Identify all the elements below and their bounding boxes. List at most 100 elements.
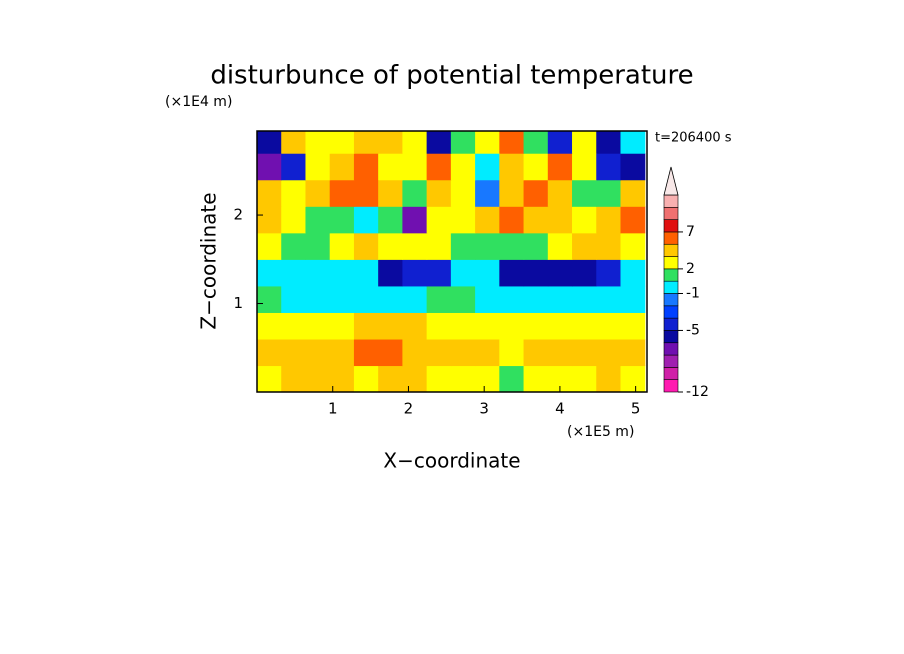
field-cell: [596, 259, 622, 287]
colorbar-band: [663, 219, 679, 233]
field-cell: [378, 338, 403, 367]
chart-title: disturbunce of potential temperature: [210, 61, 693, 91]
field-cell: [305, 259, 331, 287]
field-cell: [305, 365, 331, 392]
field-cell: [378, 312, 403, 340]
field-cell: [572, 259, 597, 287]
field-cell: [450, 153, 476, 181]
field-cell: [402, 259, 428, 287]
colorbar-label: -5: [686, 322, 700, 338]
x-tick-label: 1: [328, 400, 338, 418]
field-cell: [620, 232, 646, 260]
colorbar-band: [663, 280, 679, 294]
x-tick-label: 2: [404, 400, 414, 418]
colorbar-band: [663, 330, 679, 344]
field-cell: [378, 131, 403, 154]
field-cell: [426, 232, 452, 260]
field-cell: [620, 285, 646, 313]
field-cell: [547, 259, 573, 287]
field-cell: [523, 153, 549, 181]
field-cell: [620, 312, 646, 340]
colorbar-band: [663, 305, 679, 319]
field-cell: [257, 232, 282, 260]
colorbar-label: 2: [686, 261, 695, 277]
colorbar-band: [663, 367, 679, 380]
field-cell: [305, 206, 331, 234]
field-cell: [450, 179, 476, 207]
field-cell: [329, 259, 355, 287]
field-cell: [426, 131, 452, 154]
field-cell: [547, 338, 573, 367]
field-cell: [305, 131, 331, 154]
field-cell: [281, 259, 307, 287]
field-cell: [596, 365, 622, 392]
field-cell: [329, 285, 355, 313]
colorbar-band: [663, 268, 679, 282]
field-cell: [523, 232, 549, 260]
field-cell: [596, 153, 622, 181]
field-cell: [378, 259, 403, 287]
field-cell: [547, 232, 573, 260]
field-cell: [596, 179, 622, 207]
field-cell: [257, 131, 282, 154]
field-cell: [475, 153, 500, 181]
colorbar-band: [663, 379, 679, 393]
field-cell: [596, 232, 622, 260]
field-cell: [353, 179, 379, 207]
field-cell: [620, 365, 646, 392]
field-cell: [426, 338, 452, 367]
colorbar-band: [663, 342, 679, 356]
field-cell: [450, 206, 476, 234]
field-cell: [353, 365, 379, 392]
field-cell: [281, 206, 307, 234]
field-cell: [475, 206, 500, 234]
field-cell: [426, 259, 452, 287]
field-cell: [450, 131, 476, 154]
field-cell: [450, 338, 476, 367]
field-cell: [281, 153, 307, 181]
field-cell: [353, 338, 379, 367]
field-cell: [257, 312, 282, 340]
field-cell: [329, 153, 355, 181]
field-cell: [353, 153, 379, 181]
field-cell: [329, 179, 355, 207]
y-tick-label: 2: [233, 206, 243, 224]
field-cell: [523, 131, 549, 154]
field-cell: [426, 365, 452, 392]
field-cell: [329, 338, 355, 367]
field-cell: [620, 179, 646, 207]
field-cell: [378, 179, 403, 207]
field-cell: [402, 131, 428, 154]
field-cell: [378, 153, 403, 181]
field-cell: [257, 338, 282, 367]
colorbar-band: [663, 207, 679, 220]
field-cell: [523, 206, 549, 234]
contour-field: [257, 131, 646, 392]
field-cell: [523, 259, 549, 287]
y-unit: (×1E4 m): [165, 94, 232, 110]
field-cell: [572, 153, 597, 181]
field-cell: [450, 312, 476, 340]
field-cell: [547, 312, 573, 340]
field-cell: [257, 153, 282, 181]
field-cell: [499, 365, 525, 392]
field-cell: [257, 285, 282, 313]
field-cell: [547, 153, 573, 181]
field-cell: [523, 338, 549, 367]
field-cell: [305, 285, 331, 313]
field-cell: [572, 232, 597, 260]
colorbar-band: [663, 317, 679, 331]
time-annotation: t=206400 s: [655, 131, 732, 146]
field-cell: [596, 131, 622, 154]
field-cell: [281, 285, 307, 313]
field-cell: [402, 338, 428, 367]
field-cell: [353, 285, 379, 313]
colorbar-band: [663, 354, 679, 368]
field-cell: [353, 312, 379, 340]
field-cell: [547, 206, 573, 234]
field-cell: [572, 206, 597, 234]
field-cell: [257, 179, 282, 207]
y-axis-label: Z−coordinate: [197, 192, 221, 329]
field-cell: [353, 232, 379, 260]
